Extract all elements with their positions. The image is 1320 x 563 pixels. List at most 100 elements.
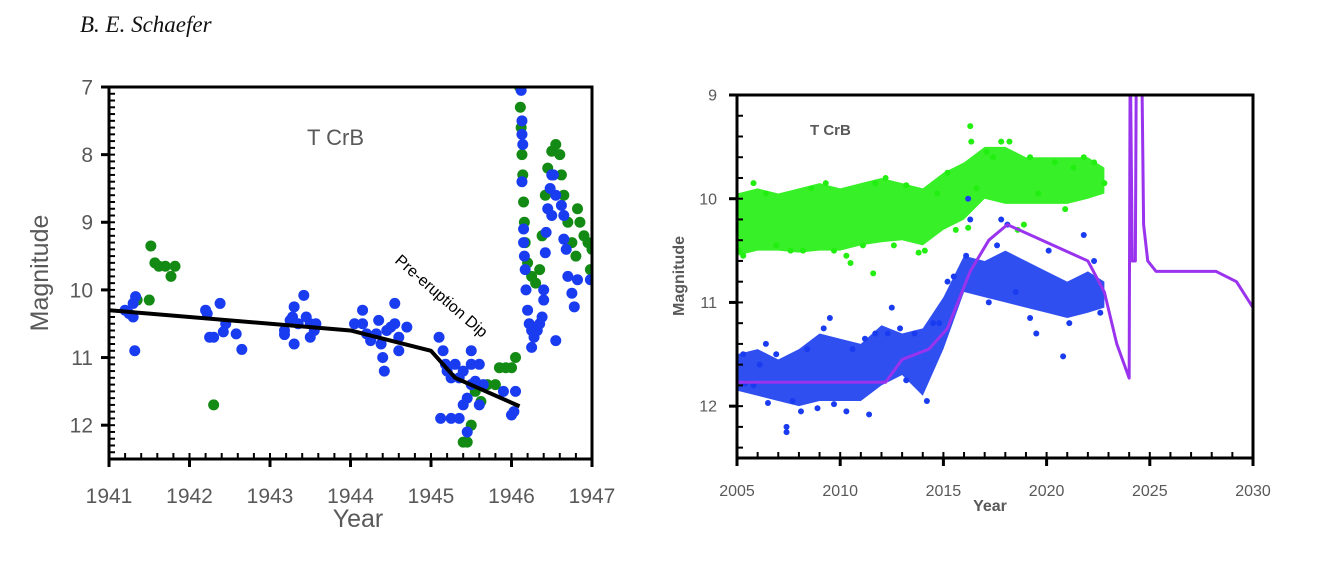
blue-data-point <box>288 338 300 350</box>
green-data-point <box>489 379 501 391</box>
blue-data-point <box>278 329 290 341</box>
x-tick-label: 2010 <box>822 483 858 500</box>
green-data-point <box>822 180 829 187</box>
blue-data-point <box>555 199 567 211</box>
blue-data-point <box>377 352 389 364</box>
blue-data-point <box>985 299 992 306</box>
green-data-point <box>808 185 815 192</box>
green-data-point <box>967 123 974 130</box>
x-tick-label: 2025 <box>1132 483 1168 500</box>
green-data-point <box>989 154 996 161</box>
blue-data-point <box>357 304 369 316</box>
y-tick-label: 12 <box>70 415 93 438</box>
green-data-point <box>1091 159 1098 166</box>
green-data-point <box>510 352 522 364</box>
blue-data-point <box>437 345 449 357</box>
blue-data-point <box>1097 309 1104 316</box>
blue-data-point <box>568 301 580 313</box>
green-data-point <box>574 216 586 228</box>
y-tick-label: 10 <box>699 191 717 208</box>
green-data-point <box>968 138 975 145</box>
green-data-point <box>831 247 838 254</box>
green-data-point <box>145 240 157 252</box>
green-data-point <box>159 260 171 272</box>
blue-data-point <box>903 377 910 384</box>
blue-data-point <box>1045 247 1052 254</box>
blue-data-point <box>230 328 242 340</box>
chart-left: 1941 1942 1943 1944 1945 1946 1947 7 8 9 10 11 12 Yea… <box>26 76 615 533</box>
blue-data-point <box>538 284 550 296</box>
blue-density-band <box>737 250 1105 407</box>
green-data-point <box>514 101 526 113</box>
y-tick-label: 11 <box>700 295 717 312</box>
trend-line <box>109 308 521 409</box>
green-data-point <box>1020 221 1027 228</box>
green-data-point <box>872 180 879 187</box>
blue-data-point <box>373 314 385 326</box>
blue-data-point <box>515 87 527 96</box>
x-tick-label: 1941 <box>86 485 133 508</box>
green-data-point <box>787 247 794 254</box>
y-tick-label: 9 <box>81 212 93 235</box>
green-data-point <box>952 226 959 233</box>
x-tick-label: 2030 <box>1235 483 1271 500</box>
blue-data-point <box>519 264 531 276</box>
x-axis-label: Year <box>333 505 384 533</box>
green-data-point <box>461 436 473 448</box>
blue-data-point <box>540 226 552 238</box>
blue-data-point <box>401 321 413 333</box>
blue-data-point <box>562 270 574 282</box>
blue-data-point <box>783 429 790 436</box>
blue-data-point <box>130 291 142 303</box>
blue-data-point <box>435 412 447 424</box>
blue-data-point <box>1080 232 1087 239</box>
blue-data-point <box>522 304 534 316</box>
y-tick-label: 8 <box>81 144 93 167</box>
blue-data-point <box>1012 289 1019 296</box>
blue-data-point <box>208 331 220 343</box>
green-data-point <box>762 190 769 197</box>
blue-data-point <box>1033 330 1040 337</box>
green-data-point <box>208 399 220 411</box>
blue-data-point <box>1091 257 1098 264</box>
blue-data-point <box>465 358 477 370</box>
blue-data-point <box>963 252 970 259</box>
blue-data-point <box>558 210 570 222</box>
plot-area <box>109 87 592 448</box>
blue-data-point <box>457 399 469 411</box>
x-tick-label: 2020 <box>1029 483 1065 500</box>
blue-data-point <box>526 341 538 353</box>
green-data-point <box>506 362 517 374</box>
blue-data-point <box>584 274 592 286</box>
blue-data-point <box>536 311 548 323</box>
blue-data-point <box>508 406 520 418</box>
blue-data-point <box>1027 314 1034 321</box>
blue-data-point <box>433 331 445 343</box>
green-data-point <box>1027 154 1034 161</box>
blue-data-point <box>550 335 562 347</box>
blue-data-point <box>357 318 369 330</box>
green-data-point <box>534 264 546 276</box>
green-data-point <box>965 224 972 231</box>
green-data-point <box>1062 206 1069 213</box>
blue-data-point <box>518 223 530 235</box>
green-data-point <box>1070 164 1077 171</box>
model-line <box>737 95 1253 384</box>
plot-area <box>737 95 1253 436</box>
blue-data-point <box>457 365 469 377</box>
x-tick-label: 2015 <box>926 483 962 500</box>
green-data-point <box>558 189 570 201</box>
blue-data-point <box>236 343 248 355</box>
green-data-point <box>554 149 566 161</box>
y-tick-label: 12 <box>699 399 717 416</box>
blue-data-point <box>849 346 856 353</box>
blue-data-point <box>546 210 558 222</box>
green-data-point <box>890 242 897 249</box>
blue-data-point <box>950 273 957 280</box>
green-data-point <box>550 138 562 150</box>
x-tick-label: 2005 <box>719 483 755 500</box>
x-tick-label: 1943 <box>247 485 294 508</box>
blue-data-point <box>349 318 361 330</box>
